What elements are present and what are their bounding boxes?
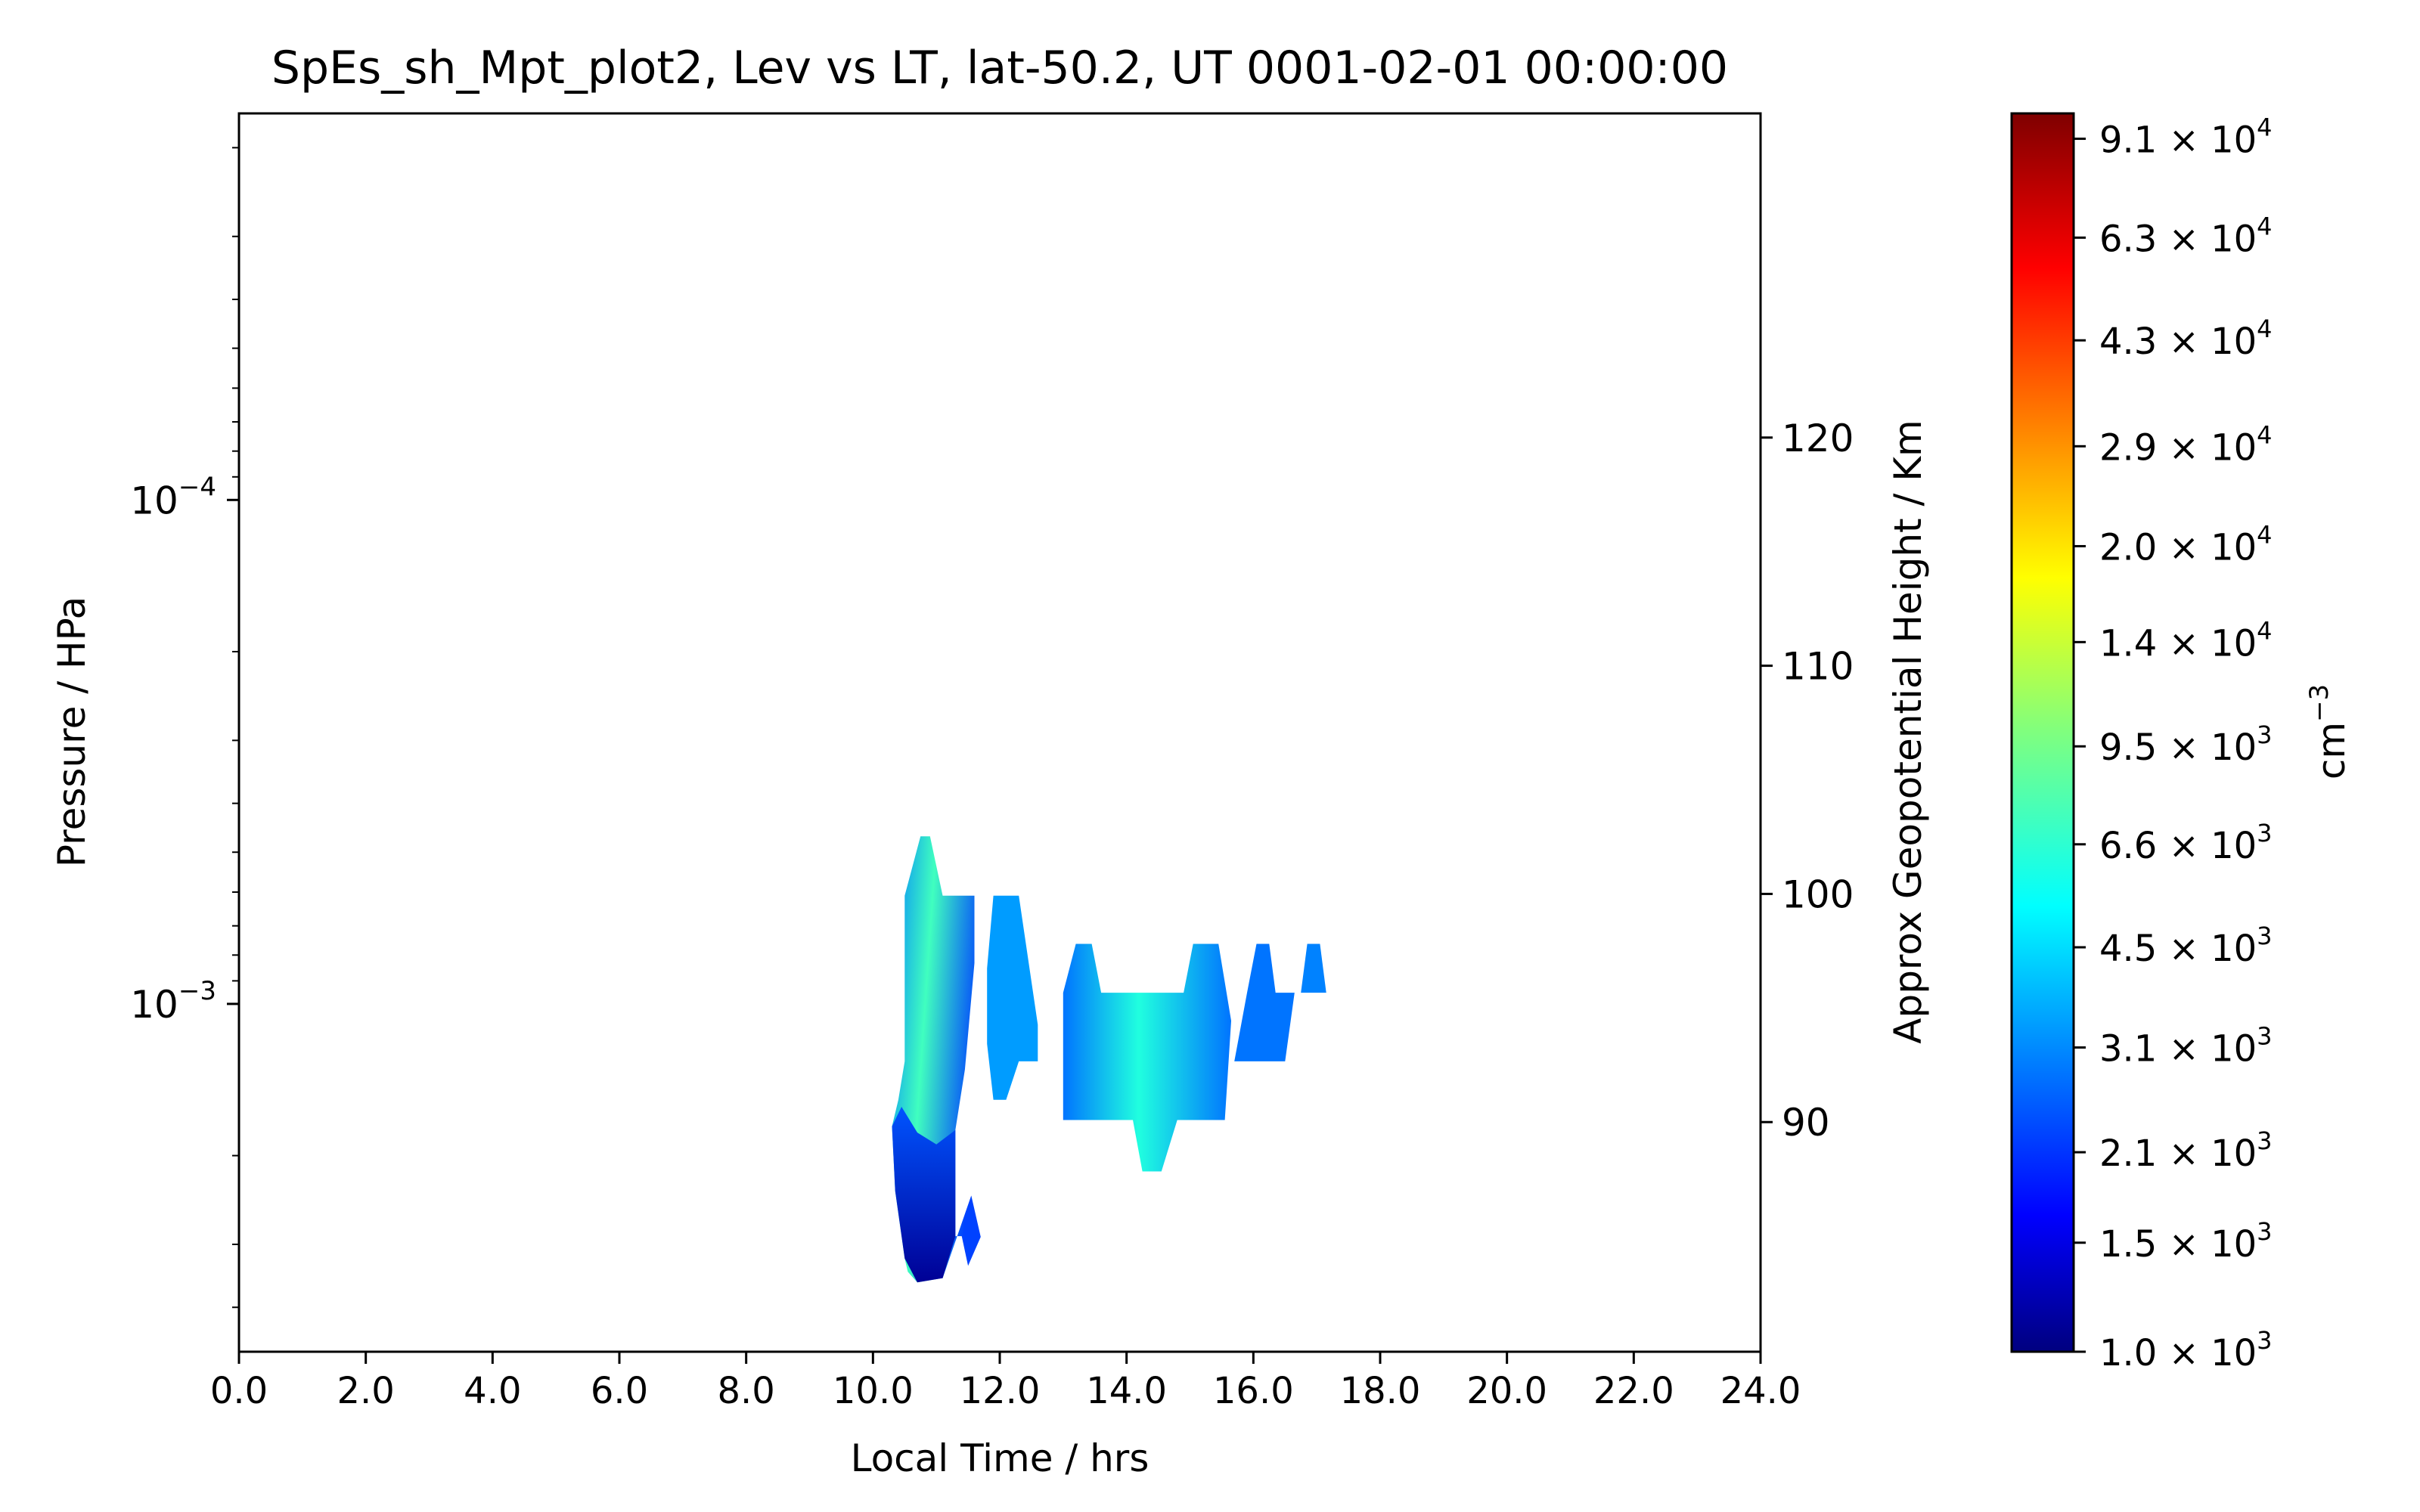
colorbar-tick-label: 2.0 × 104 [2099,520,2273,569]
colorbar-tick-label: 6.6 × 103 [2099,819,2273,867]
colorbar-axis: 1.0 × 103 1.5 × 103 2.1 × 103 3.1 × 103 4.5 … [2074,113,2273,1374]
colorbar-label-exponent: −3 [2304,684,2335,722]
x-tick-label: 10.0 [833,1370,914,1412]
x-tick-label: 24.0 [1720,1370,1801,1412]
x-tick-label: 0.0 [210,1370,268,1412]
y-axis-right-label: Approx Geopotential Height / Km [1886,420,1930,1044]
y2-tick-label: 90 [1782,1101,1830,1145]
y-tick-label: 10−3 [130,976,216,1027]
y-axis-label: Pressure / HPa [50,596,94,867]
y2-tick-label: 110 [1782,645,1854,689]
x-tick-label: 2.0 [337,1370,394,1412]
colorbar-tick-label: 3.1 × 103 [2099,1022,2273,1070]
y2-tick-label: 100 [1782,872,1854,916]
chart-title: SpEs_sh_Mpt_plot2, Lev vs LT, lat-50.2, … [271,42,1728,94]
contour-region [1063,943,1231,1172]
colorbar-tick-label: 1.0 × 103 [2099,1326,2273,1374]
x-tick-label: 22.0 [1593,1370,1674,1412]
contour-region [987,895,1038,1100]
y-tick-label: 10−4 [130,472,216,522]
y-axis-left: 10−4 10−3 [130,147,239,1309]
colorbar-tick-label: 2.1 × 103 [2099,1126,2273,1175]
colorbar-tick-label: 4.5 × 103 [2099,922,2273,970]
x-tick-label: 16.0 [1213,1370,1294,1412]
x-axis: 0.0 2.0 4.0 6.0 8.0 10.0 12.0 14.0 16.0 18.0 20.0 2… [210,1352,1801,1412]
y2-tick-label: 120 [1782,417,1854,460]
colorbar-tick-label: 2.9 × 104 [2099,420,2273,469]
x-tick-label: 6.0 [591,1370,648,1412]
contour-regions [892,836,1326,1283]
x-tick-label: 8.0 [717,1370,774,1412]
plot-frame [237,112,1762,1353]
contour-region [892,1107,956,1283]
colorbar-tick-label: 1.4 × 104 [2099,616,2273,665]
x-tick-label: 18.0 [1340,1370,1421,1412]
colorbar [2010,112,2075,1353]
x-tick-label: 4.0 [464,1370,521,1412]
y-axis-right: 90 100 110 120 [1761,417,1854,1145]
x-tick-label: 20.0 [1466,1370,1547,1412]
contour-region [1234,943,1295,1061]
colorbar-tick-label: 1.5 × 103 [2099,1217,2273,1266]
x-tick-label: 12.0 [960,1370,1041,1412]
x-axis-label: Local Time / hrs [851,1436,1150,1480]
colorbar-label: cm−3 [2304,684,2353,779]
colorbar-tick-label: 4.3 × 104 [2099,314,2273,363]
colorbar-tick-label: 6.3 × 104 [2099,212,2273,260]
colorbar-tick-label: 9.5 × 103 [2099,720,2273,769]
colorbar-tick-label: 9.1 × 104 [2099,113,2273,162]
colorbar-label-unit: cm [2310,722,2353,779]
contour-region [1301,943,1326,993]
x-tick-label: 14.0 [1086,1370,1167,1412]
